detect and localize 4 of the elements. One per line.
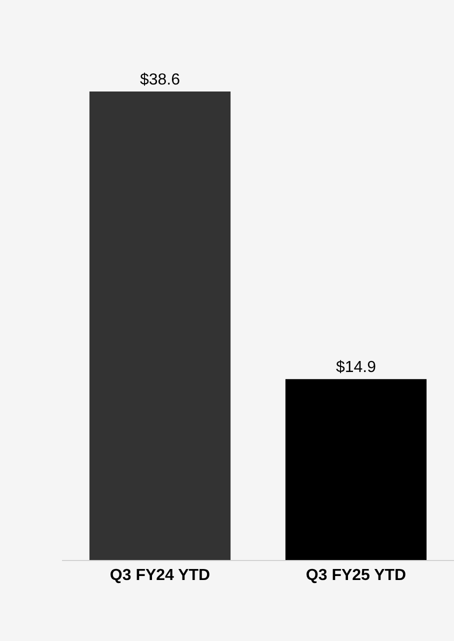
data-label: $14.9 xyxy=(336,359,376,376)
x-tick-label: Q3 FY24 YTD xyxy=(110,567,210,584)
x-tick-label: Q3 FY25 YTD xyxy=(306,567,406,584)
data-label: $38.6 xyxy=(140,72,180,89)
